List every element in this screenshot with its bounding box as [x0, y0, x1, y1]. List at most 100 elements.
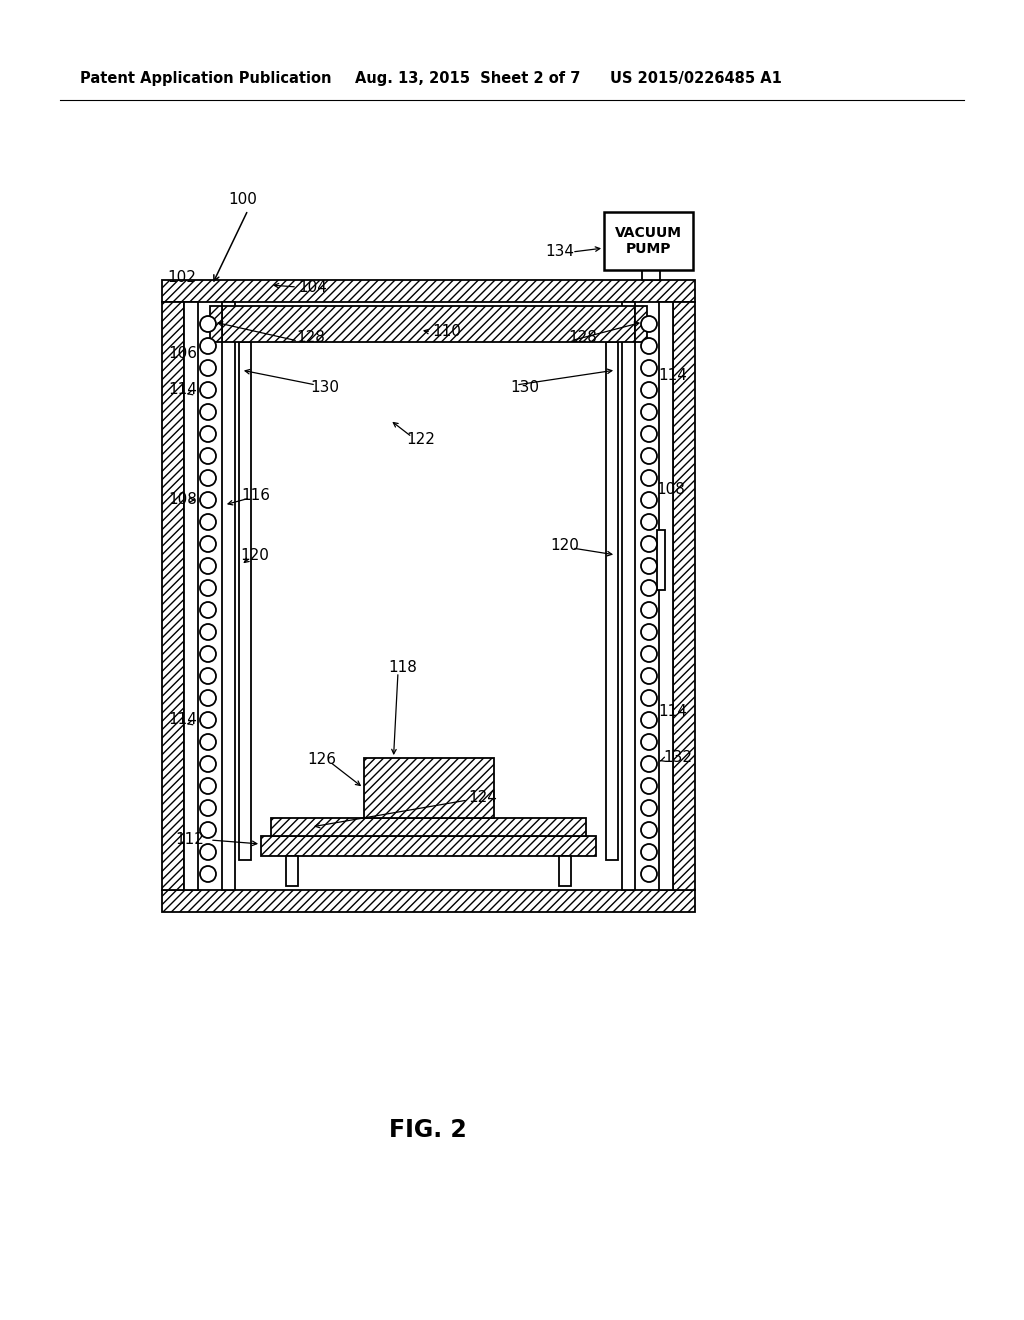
Circle shape [641, 777, 657, 795]
Text: 114: 114 [658, 705, 687, 719]
Circle shape [641, 645, 657, 663]
Text: 108: 108 [656, 483, 685, 498]
Circle shape [200, 360, 216, 376]
Circle shape [641, 866, 657, 882]
Bar [239, 342, 251, 861]
Circle shape [200, 315, 216, 333]
Text: Patent Application Publication: Patent Application Publication [80, 70, 332, 86]
Circle shape [641, 360, 657, 376]
Circle shape [641, 711, 657, 729]
Text: 102: 102 [167, 269, 196, 285]
Circle shape [641, 734, 657, 750]
Text: 122: 122 [406, 433, 435, 447]
Text: 114: 114 [658, 367, 687, 383]
Bar [635, 306, 647, 342]
Bar [659, 302, 673, 890]
Text: 130: 130 [510, 380, 539, 396]
Bar [210, 306, 222, 342]
Circle shape [641, 338, 657, 354]
Text: 114: 114 [168, 383, 197, 397]
Text: FIG. 2: FIG. 2 [389, 1118, 467, 1142]
Circle shape [200, 645, 216, 663]
Circle shape [641, 447, 657, 465]
Text: Aug. 13, 2015  Sheet 2 of 7: Aug. 13, 2015 Sheet 2 of 7 [355, 70, 581, 86]
Bar [271, 818, 586, 836]
Text: 100: 100 [228, 193, 257, 207]
Circle shape [200, 690, 216, 706]
Circle shape [641, 668, 657, 684]
Text: 128: 128 [568, 330, 597, 346]
Bar [673, 302, 695, 890]
Circle shape [200, 822, 216, 838]
Circle shape [200, 338, 216, 354]
Text: 120: 120 [240, 548, 269, 562]
Bar [559, 855, 571, 886]
Circle shape [641, 800, 657, 816]
Circle shape [200, 558, 216, 574]
Bar [261, 836, 596, 855]
Circle shape [200, 447, 216, 465]
Bar [622, 302, 635, 890]
Bar [364, 758, 494, 818]
Bar [604, 213, 693, 271]
Text: 106: 106 [168, 346, 197, 360]
Bar [162, 280, 695, 302]
Circle shape [200, 711, 216, 729]
Circle shape [641, 756, 657, 772]
Circle shape [641, 513, 657, 531]
Circle shape [200, 513, 216, 531]
Text: 120: 120 [550, 537, 579, 553]
Circle shape [641, 690, 657, 706]
Circle shape [200, 734, 216, 750]
Text: VACUUM
PUMP: VACUUM PUMP [615, 226, 682, 256]
Circle shape [200, 492, 216, 508]
Bar [162, 890, 695, 912]
Circle shape [641, 822, 657, 838]
Bar [184, 302, 198, 890]
Text: 130: 130 [310, 380, 339, 396]
Circle shape [200, 579, 216, 597]
Text: US 2015/0226485 A1: US 2015/0226485 A1 [610, 70, 782, 86]
Bar [642, 271, 660, 280]
Bar [606, 342, 618, 861]
Circle shape [641, 381, 657, 399]
Circle shape [641, 426, 657, 442]
Circle shape [200, 866, 216, 882]
Circle shape [200, 777, 216, 795]
Text: 112: 112 [175, 833, 204, 847]
Circle shape [641, 492, 657, 508]
Text: 128: 128 [296, 330, 325, 346]
Text: 124: 124 [468, 791, 497, 805]
Circle shape [641, 404, 657, 420]
Circle shape [641, 558, 657, 574]
Circle shape [641, 843, 657, 861]
Circle shape [200, 381, 216, 399]
Circle shape [200, 470, 216, 486]
Text: 108: 108 [168, 492, 197, 507]
Text: 134: 134 [545, 244, 574, 260]
Bar [162, 302, 184, 890]
Text: 110: 110 [432, 325, 461, 339]
Text: 104: 104 [298, 280, 327, 294]
Circle shape [200, 843, 216, 861]
Text: 116: 116 [241, 487, 270, 503]
Circle shape [200, 756, 216, 772]
Text: 126: 126 [307, 752, 336, 767]
Bar [286, 855, 298, 886]
Bar [657, 531, 665, 590]
Circle shape [200, 602, 216, 618]
Circle shape [641, 470, 657, 486]
Circle shape [200, 426, 216, 442]
Circle shape [641, 624, 657, 640]
Bar [222, 306, 635, 342]
Circle shape [641, 602, 657, 618]
Text: 118: 118 [388, 660, 417, 676]
Circle shape [200, 668, 216, 684]
Circle shape [200, 800, 216, 816]
Circle shape [200, 624, 216, 640]
Bar [222, 302, 234, 890]
Circle shape [200, 404, 216, 420]
Circle shape [641, 536, 657, 552]
Circle shape [200, 536, 216, 552]
Text: 114: 114 [168, 713, 197, 727]
